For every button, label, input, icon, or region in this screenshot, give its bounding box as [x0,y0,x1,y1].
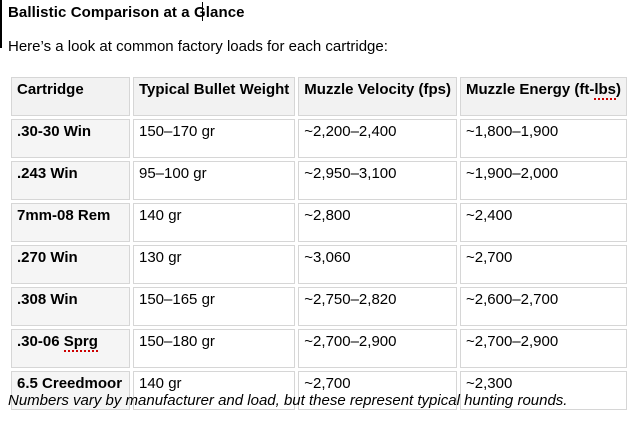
page-title: Ballistic Comparison at a Glance [8,4,245,21]
cell-muzzle-energy: ~2,700 [460,245,628,284]
cell-muzzle-velocity: ~2,750–2,820 [298,287,457,326]
cell-muzzle-velocity: ~2,800 [298,203,457,242]
cell-bullet-weight: 140 gr [133,203,296,242]
cell-cartridge: 6.5 Creedmoor [11,371,130,410]
cell-bullet-weight: 140 gr [133,371,296,410]
cell-muzzle-energy: ~1,800–1,900 [460,119,628,158]
cell-muzzle-energy: ~2,400 [460,203,628,242]
cell-muzzle-velocity: ~2,700–2,900 [298,329,457,368]
header-energy-suffix: ) [616,81,622,98]
cell-muzzle-velocity: ~2,950–3,100 [298,161,457,200]
cell-cartridge: .243 Win [11,161,130,200]
header-energy-prefix: Muzzle Energy (ft- [466,81,595,98]
cell-cartridge: .270 Win [11,245,130,284]
footnote-text: Numbers vary by manufacturer and load, b… [8,392,568,409]
cell-bullet-weight: 150–170 gr [133,119,296,158]
cell-cartridge: .30-30 Win [11,119,130,158]
spellcheck-underline: lbs [594,81,617,100]
table-row: .243 Win 95–100 gr ~2,950–3,100 ~1,900–2… [11,161,628,200]
cell-muzzle-velocity: ~2,700 [298,371,457,410]
ballistics-table: Cartridge Typical Bullet Weight Muzzle V… [8,74,630,413]
table-row: .30-30 Win 150–170 gr ~2,200–2,400 ~1,80… [11,119,628,158]
table-row: 7mm-08 Rem 140 gr ~2,800 ~2,400 [11,203,628,242]
cell-cartridge: .30-06 Sprg [11,329,130,368]
cell-muzzle-energy: ~2,700–2,900 [460,329,628,368]
text-cursor [202,2,203,21]
table-row: .308 Win 150–165 gr ~2,750–2,820 ~2,600–… [11,287,628,326]
cell-muzzle-velocity: ~2,200–2,400 [298,119,457,158]
cell-muzzle-velocity: ~3,060 [298,245,457,284]
table-header-row: Cartridge Typical Bullet Weight Muzzle V… [11,77,628,116]
cell-muzzle-energy: ~2,600–2,700 [460,287,628,326]
cartridge-name-prefix: .30-06 [17,333,64,350]
cell-muzzle-energy: ~2,300 [460,371,628,410]
cell-bullet-weight: 95–100 gr [133,161,296,200]
spellcheck-underline: Sprg [63,333,98,352]
cell-cartridge: .308 Win [11,287,130,326]
table-row: .270 Win 130 gr ~3,060 ~2,700 [11,245,628,284]
table-row: .30-06 Sprg 150–180 gr ~2,700–2,900 ~2,7… [11,329,628,368]
column-header-cartridge: Cartridge [11,77,130,116]
column-header-bullet-weight: Typical Bullet Weight [133,77,296,116]
cell-muzzle-energy: ~1,900–2,000 [460,161,628,200]
cell-bullet-weight: 150–180 gr [133,329,296,368]
column-header-muzzle-velocity: Muzzle Velocity (fps) [298,77,457,116]
cell-cartridge: 7mm-08 Rem [11,203,130,242]
table-row: 6.5 Creedmoor 140 gr ~2,700 ~2,300 [11,371,628,410]
intro-text: Here’s a look at common factory loads fo… [8,38,388,55]
window-edge-artifact [0,0,2,48]
column-header-muzzle-energy: Muzzle Energy (ft-lbs) [460,77,628,116]
cell-bullet-weight: 150–165 gr [133,287,296,326]
cell-bullet-weight: 130 gr [133,245,296,284]
